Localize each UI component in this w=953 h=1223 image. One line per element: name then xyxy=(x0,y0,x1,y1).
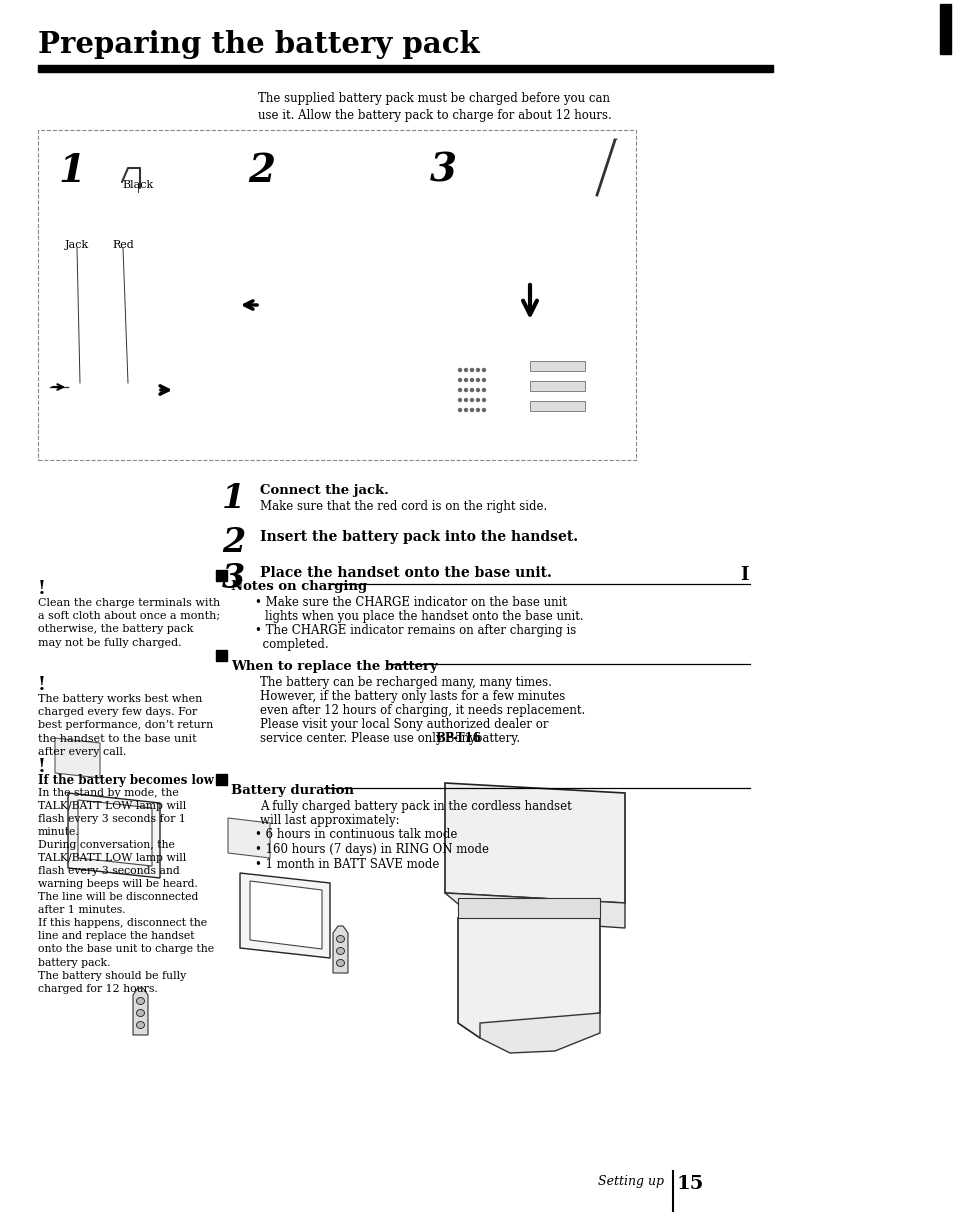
Circle shape xyxy=(464,378,467,382)
Polygon shape xyxy=(444,893,624,928)
Text: !: ! xyxy=(38,580,46,598)
Circle shape xyxy=(476,368,479,372)
Text: BP-T16: BP-T16 xyxy=(436,733,481,745)
Bar xyxy=(38,65,772,72)
Text: Please visit your local Sony authorized dealer or: Please visit your local Sony authorized … xyxy=(260,718,548,731)
Circle shape xyxy=(470,389,473,391)
Circle shape xyxy=(458,378,461,382)
Text: Jack: Jack xyxy=(65,240,89,249)
Text: !: ! xyxy=(38,676,46,693)
Circle shape xyxy=(464,399,467,401)
Bar xyxy=(215,649,227,660)
Ellipse shape xyxy=(336,936,344,943)
Text: battery.: battery. xyxy=(470,733,519,745)
Ellipse shape xyxy=(336,948,344,954)
Text: Battery duration: Battery duration xyxy=(231,784,354,797)
Circle shape xyxy=(470,399,473,401)
Polygon shape xyxy=(457,898,599,918)
Text: Insert the battery pack into the handset.: Insert the battery pack into the handset… xyxy=(260,530,578,544)
Text: will last approximately:: will last approximately: xyxy=(260,815,399,827)
Circle shape xyxy=(476,399,479,401)
Circle shape xyxy=(476,389,479,391)
Circle shape xyxy=(482,389,485,391)
Bar xyxy=(530,382,584,391)
Circle shape xyxy=(458,368,461,372)
Text: Red: Red xyxy=(112,240,133,249)
Bar xyxy=(215,570,227,581)
Bar xyxy=(38,130,636,460)
Text: Clean the charge terminals with
a soft cloth about once a month;
otherwise, the : Clean the charge terminals with a soft c… xyxy=(38,598,220,648)
Text: • 160 hours (7 days) in RING ON mode: • 160 hours (7 days) in RING ON mode xyxy=(254,843,489,856)
Text: service center. Please use only Sony: service center. Please use only Sony xyxy=(260,733,479,745)
Circle shape xyxy=(482,378,485,382)
Bar xyxy=(530,361,584,371)
Circle shape xyxy=(464,389,467,391)
Circle shape xyxy=(470,408,473,411)
Ellipse shape xyxy=(136,998,144,1004)
Text: Setting up: Setting up xyxy=(598,1175,663,1188)
Text: 3: 3 xyxy=(430,152,456,190)
Circle shape xyxy=(482,368,485,372)
Text: The battery can be recharged many, many times.: The battery can be recharged many, many … xyxy=(260,676,551,689)
Circle shape xyxy=(458,389,461,391)
Text: Connect the jack.: Connect the jack. xyxy=(260,484,389,497)
Ellipse shape xyxy=(136,1009,144,1016)
Bar xyxy=(530,401,584,411)
Polygon shape xyxy=(333,926,348,974)
Text: • Make sure the CHARGE indicator on the base unit: • Make sure the CHARGE indicator on the … xyxy=(254,596,566,609)
Polygon shape xyxy=(444,783,624,903)
Polygon shape xyxy=(68,793,160,878)
Text: Place the handset onto the base unit.: Place the handset onto the base unit. xyxy=(260,566,551,580)
Text: 2: 2 xyxy=(222,526,245,559)
Polygon shape xyxy=(78,800,152,866)
Bar xyxy=(939,4,950,54)
Polygon shape xyxy=(250,881,322,949)
Text: Black: Black xyxy=(122,180,153,190)
Circle shape xyxy=(464,368,467,372)
Text: lights when you place the handset onto the base unit.: lights when you place the handset onto t… xyxy=(265,610,583,623)
Polygon shape xyxy=(55,737,100,778)
Text: Preparing the battery pack: Preparing the battery pack xyxy=(38,31,479,59)
Text: In the stand by mode, the
TALK/BATT LOW lamp will
flash every 3 seconds for 1
mi: In the stand by mode, the TALK/BATT LOW … xyxy=(38,788,213,993)
Circle shape xyxy=(470,378,473,382)
Ellipse shape xyxy=(136,1021,144,1029)
Text: The battery works best when
charged every few days. For
best performance, don’t : The battery works best when charged ever… xyxy=(38,693,213,757)
Text: Notes on charging: Notes on charging xyxy=(231,580,367,593)
Text: completed.: completed. xyxy=(254,638,328,651)
Bar xyxy=(215,774,227,785)
Polygon shape xyxy=(132,988,148,1035)
Circle shape xyxy=(464,408,467,411)
Polygon shape xyxy=(457,918,599,1038)
Text: 1: 1 xyxy=(58,152,85,190)
Text: 2: 2 xyxy=(248,152,274,190)
Circle shape xyxy=(482,408,485,411)
Circle shape xyxy=(476,408,479,411)
Circle shape xyxy=(458,408,461,411)
Circle shape xyxy=(482,399,485,401)
Text: 1: 1 xyxy=(222,482,245,515)
Text: Make sure that the red cord is on the right side.: Make sure that the red cord is on the ri… xyxy=(260,500,547,512)
Circle shape xyxy=(470,368,473,372)
Text: I: I xyxy=(740,566,748,585)
Text: However, if the battery only lasts for a few minutes: However, if the battery only lasts for a… xyxy=(260,690,565,703)
Polygon shape xyxy=(228,818,270,859)
Text: !: ! xyxy=(38,758,46,777)
Text: A fully charged battery pack in the cordless handset: A fully charged battery pack in the cord… xyxy=(260,800,571,813)
Text: • 6 hours in continuous talk mode: • 6 hours in continuous talk mode xyxy=(254,828,456,841)
Ellipse shape xyxy=(336,960,344,966)
Text: The supplied battery pack must be charged before you can
use it. Allow the batte: The supplied battery pack must be charge… xyxy=(257,92,611,122)
Text: • The CHARGE indicator remains on after charging is: • The CHARGE indicator remains on after … xyxy=(254,624,576,637)
Circle shape xyxy=(458,399,461,401)
Text: even after 12 hours of charging, it needs replacement.: even after 12 hours of charging, it need… xyxy=(260,704,584,717)
Text: When to replace the battery: When to replace the battery xyxy=(231,660,437,673)
Polygon shape xyxy=(240,873,330,958)
Text: If the battery becomes low: If the battery becomes low xyxy=(38,774,213,786)
Circle shape xyxy=(476,378,479,382)
Text: 3: 3 xyxy=(222,563,245,596)
Text: • 1 month in BATT SAVE mode: • 1 month in BATT SAVE mode xyxy=(254,859,439,871)
Polygon shape xyxy=(479,1013,599,1053)
Text: 15: 15 xyxy=(677,1175,703,1192)
